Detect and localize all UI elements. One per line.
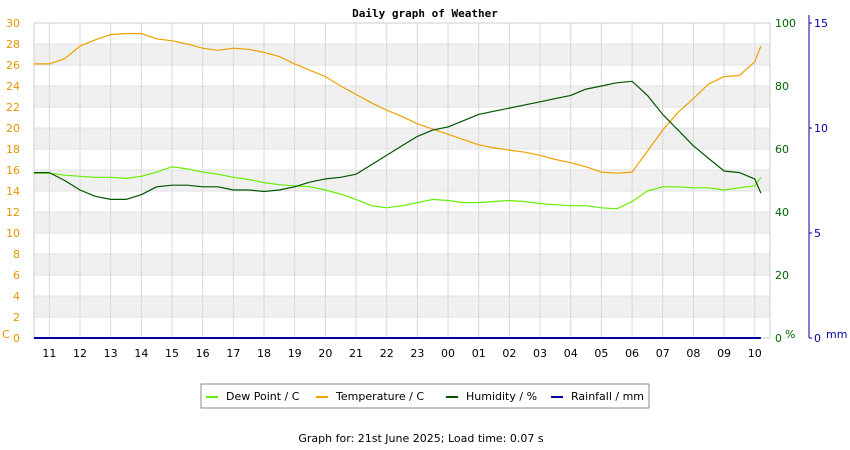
left-tick-label: 18 bbox=[6, 143, 20, 156]
left-tick-label: 0 bbox=[13, 332, 20, 345]
x-tick-label: 17 bbox=[226, 347, 240, 360]
plot-band bbox=[34, 170, 770, 191]
x-tick-label: 15 bbox=[165, 347, 179, 360]
humidity-axis-unit: % bbox=[785, 328, 795, 341]
plot-band bbox=[34, 254, 770, 275]
left-tick-label: 2 bbox=[13, 311, 20, 324]
x-tick-label: 12 bbox=[73, 347, 87, 360]
x-tick-label: 18 bbox=[257, 347, 271, 360]
series-line-dew-point bbox=[34, 166, 762, 210]
left-tick-label: 6 bbox=[13, 269, 20, 282]
footer-text: Graph for: 21st June 2025; Load time: 0.… bbox=[298, 432, 543, 445]
x-tick-label: 06 bbox=[625, 347, 639, 360]
x-tick-label: 10 bbox=[748, 347, 762, 360]
left-tick-label: 8 bbox=[13, 248, 20, 261]
plot-band bbox=[34, 23, 770, 44]
x-tick-label: 01 bbox=[472, 347, 486, 360]
left-tick-label: 10 bbox=[6, 227, 20, 240]
left-tick-label: 24 bbox=[6, 80, 20, 93]
plot-band bbox=[34, 65, 770, 86]
left-tick-label: 4 bbox=[13, 290, 20, 303]
rainfall-tick-label: 10 bbox=[814, 122, 828, 135]
rainfall-axis-unit: mm bbox=[826, 328, 847, 341]
x-tick-label: 22 bbox=[380, 347, 394, 360]
plot-band bbox=[34, 191, 770, 212]
x-tick-label: 11 bbox=[42, 347, 56, 360]
left-tick-label: 20 bbox=[6, 122, 20, 135]
x-tick-label: 09 bbox=[717, 347, 731, 360]
legend-label: Rainfall / mm bbox=[571, 390, 644, 403]
x-tick-label: 07 bbox=[656, 347, 670, 360]
plot-band bbox=[34, 317, 770, 338]
x-tick-label: 13 bbox=[104, 347, 118, 360]
plot-band bbox=[34, 275, 770, 296]
humidity-tick-label: 40 bbox=[775, 206, 789, 219]
chart-title: Daily graph of Weather bbox=[352, 7, 498, 20]
left-tick-label: 22 bbox=[6, 101, 20, 114]
series-layer bbox=[34, 32, 762, 339]
x-tick-label: 14 bbox=[134, 347, 148, 360]
left-tick-label: 16 bbox=[6, 164, 20, 177]
x-tick-label: 04 bbox=[564, 347, 578, 360]
left-tick-label: 14 bbox=[6, 185, 20, 198]
rainfall-tick-label: 5 bbox=[814, 227, 821, 240]
rainfall-tick-label: 15 bbox=[814, 17, 828, 30]
humidity-tick-label: 0 bbox=[775, 332, 782, 345]
series-line-temperature bbox=[34, 32, 762, 174]
humidity-tick-label: 100 bbox=[775, 17, 796, 30]
axes: 11 12 13 14 15 16 17 18 19 20 21 22 23 00 01 02 03 04 05 06… bbox=[2, 15, 847, 360]
plot-band bbox=[34, 233, 770, 254]
x-tick-label: 19 bbox=[288, 347, 302, 360]
left-tick-label: 12 bbox=[6, 206, 20, 219]
humidity-tick-label: 20 bbox=[775, 269, 789, 282]
plot-band bbox=[34, 86, 770, 107]
plot-background bbox=[34, 23, 770, 338]
legend-label: Humidity / % bbox=[466, 390, 537, 403]
rainfall-tick-label: 0 bbox=[814, 332, 821, 345]
x-tick-label: 23 bbox=[410, 347, 424, 360]
legend-label: Temperature / C bbox=[335, 390, 424, 403]
x-tick-label: 16 bbox=[196, 347, 210, 360]
legend-label: Dew Point / C bbox=[226, 390, 300, 403]
x-tick-label: 20 bbox=[318, 347, 332, 360]
plot-band bbox=[34, 107, 770, 128]
left-tick-label: 30 bbox=[6, 17, 20, 30]
left-axis-unit: C bbox=[2, 328, 10, 341]
plot-band bbox=[34, 44, 770, 65]
plot-band bbox=[34, 296, 770, 317]
humidity-tick-label: 60 bbox=[775, 143, 789, 156]
legend: Dew Point / C Temperature / C Humidity / %… bbox=[200, 383, 650, 409]
x-tick-label: 08 bbox=[686, 347, 700, 360]
legend-box bbox=[200, 383, 650, 409]
x-tick-label: 21 bbox=[349, 347, 363, 360]
series-line-humidity bbox=[34, 80, 762, 200]
x-tick-label: 00 bbox=[441, 347, 455, 360]
humidity-tick-label: 80 bbox=[775, 80, 789, 93]
x-tick-label: 05 bbox=[594, 347, 608, 360]
x-tick-label: 03 bbox=[533, 347, 547, 360]
plot-band bbox=[34, 212, 770, 233]
plot-band bbox=[34, 149, 770, 170]
plot-band bbox=[34, 128, 770, 149]
left-tick-label: 26 bbox=[6, 59, 20, 72]
x-tick-label: 02 bbox=[502, 347, 516, 360]
left-tick-label: 28 bbox=[6, 38, 20, 51]
